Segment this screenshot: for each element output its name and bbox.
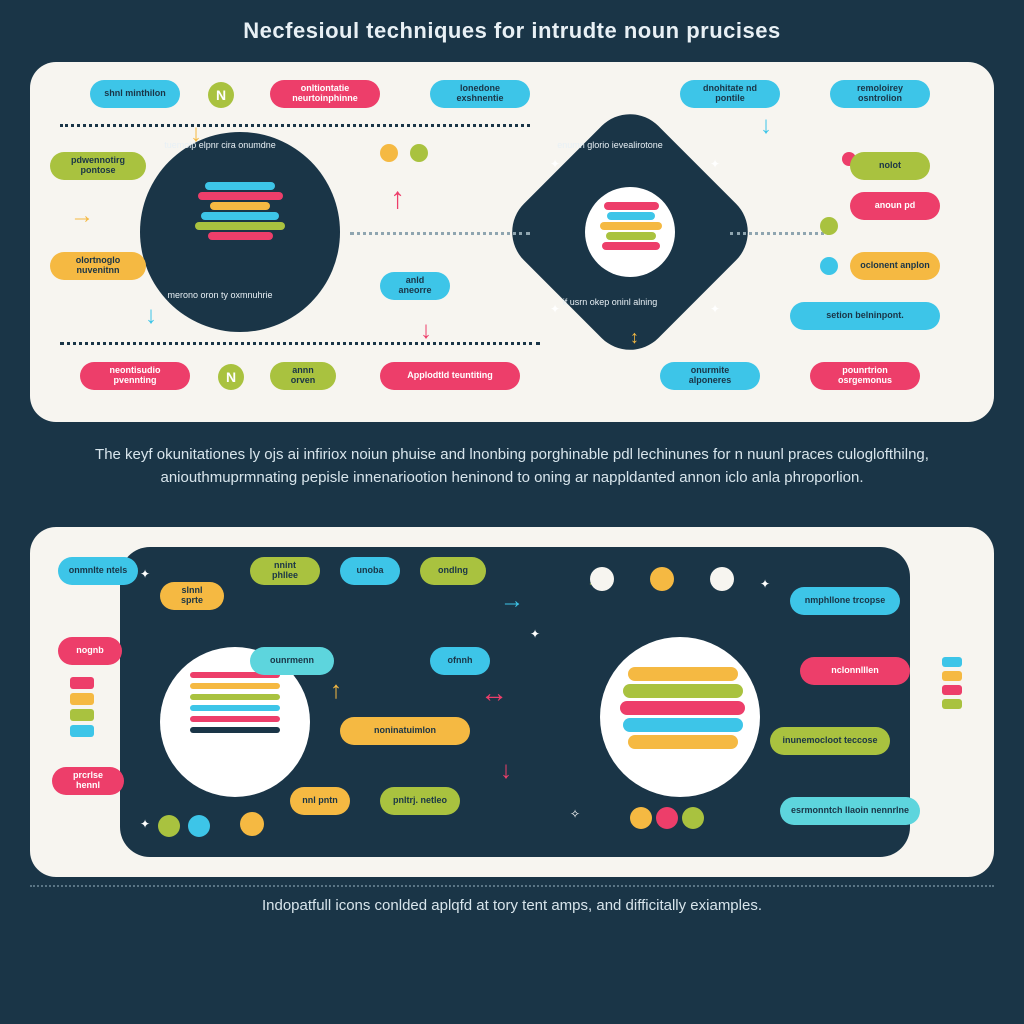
- p1-pill: remoloirey osntrolion: [830, 80, 930, 108]
- p1-pill: anoun pd: [850, 192, 940, 220]
- caption-text: The keyf okunitationes ly ojs ai infirio…: [0, 430, 1024, 503]
- dot-divider-4: [730, 232, 830, 235]
- sparkle-icon: ✦: [140, 567, 150, 581]
- p2-pill: pnltrj. netleo: [380, 787, 460, 815]
- dot-icon: [820, 257, 838, 275]
- p2-pill: nnl pntn: [290, 787, 350, 815]
- p2-pill: inunemocloot teccose: [770, 727, 890, 755]
- curve-label: merono oron ty oxmnuhrie: [150, 290, 290, 300]
- arrow-down-icon: ↓: [190, 120, 202, 148]
- arrow-down-icon: ↓: [500, 757, 512, 785]
- p1-pill: setion belninpont.: [790, 302, 940, 330]
- arrow-right-icon: →: [500, 587, 524, 615]
- badge-icon: [240, 812, 264, 836]
- bar-stack: [190, 672, 280, 733]
- p1-pill: anld aneorre: [380, 272, 450, 300]
- p2-pill: slnnl sprte: [160, 582, 224, 610]
- sparkle-icon: ✧: [570, 807, 580, 821]
- p2-pill: onmnlte ntels: [58, 557, 138, 585]
- book-stack-left: [195, 182, 285, 240]
- p2-pill: noninatuimlon: [340, 717, 470, 745]
- p1-pill: onurmite alponeres: [660, 362, 760, 390]
- badge-icon: [188, 815, 210, 837]
- p1-pill: onltiontatie neurtoinphinne: [270, 80, 380, 108]
- arrow-down-icon: ↓: [760, 112, 772, 140]
- p1-pill: shnl minthilon: [90, 80, 180, 108]
- p1-pill: neontisudio pvennting: [80, 362, 190, 390]
- dot-divider-2: [60, 124, 530, 127]
- p1-pill: pounrtrion osrgemonus: [810, 362, 920, 390]
- mini-circle-icon: [650, 567, 674, 591]
- p2-pill: ounrmenn: [250, 647, 334, 675]
- burger-stack: [620, 667, 745, 749]
- sparkle-icon: ✦: [550, 302, 560, 316]
- p2-pill: nnint phllee: [250, 557, 320, 585]
- p1-pill: olortnoglo nuvenitnn: [50, 252, 146, 280]
- p2-pill: prcrlse hennl: [52, 767, 124, 795]
- circle-cluster: [630, 807, 704, 829]
- n-badge: N: [218, 364, 244, 390]
- sparkle-icon: ✦: [710, 157, 720, 171]
- p1-pill: pdwennotirg pontose: [50, 152, 146, 180]
- p2-pill: nmphllone trcopse: [790, 587, 900, 615]
- p1-pill: Applodtld teuntiting: [380, 362, 520, 390]
- sparkle-icon: ✦: [140, 817, 150, 831]
- p1-pill: dnohitate nd pontile: [680, 80, 780, 108]
- p2-pill: unoba: [340, 557, 400, 585]
- mini-circle-icon: [590, 567, 614, 591]
- dot-icon: [380, 144, 398, 162]
- p1-pill: annn orven: [270, 362, 336, 390]
- sparkle-icon: ✦: [710, 302, 720, 316]
- dot-divider-1: [60, 342, 540, 345]
- arrow-down-icon: ↓: [420, 317, 432, 345]
- arrow-up-icon: ↑: [330, 677, 342, 705]
- mini-circle-icon: [710, 567, 734, 591]
- book-stack-right: [600, 202, 662, 250]
- curve-label: if usrn okep oninl alning: [540, 297, 680, 307]
- p1-pill: oclonent anplon: [850, 252, 940, 280]
- badge-icon: [158, 815, 180, 837]
- arrow-leftright-icon: ↔: [480, 677, 508, 709]
- arrow-up-icon: ↑: [390, 182, 405, 216]
- p2-pill: ondlng: [420, 557, 486, 585]
- color-meter: [70, 677, 94, 737]
- main-title: Necfesioul techniques for intrudte noun …: [0, 0, 1024, 54]
- sparkle-icon: ✦: [530, 627, 540, 641]
- dot-icon: [410, 144, 428, 162]
- arrow-right-icon: →: [70, 202, 94, 230]
- p2-pill: nognb: [58, 637, 122, 665]
- p2-pill: ofnnh: [430, 647, 490, 675]
- arrow-updown-icon: ↕: [630, 327, 639, 348]
- footnote-text: Indopatfull icons conlded aplqfd at tory…: [30, 885, 994, 924]
- n-badge: N: [208, 82, 234, 108]
- sparkle-icon: ✦: [550, 157, 560, 171]
- p1-pill: nolot: [850, 152, 930, 180]
- curve-label: enumn glorio ievealirotone: [540, 140, 680, 150]
- p2-pill: esrmonntch llaoin nennrlne: [780, 797, 920, 825]
- color-meter-right: [942, 657, 962, 709]
- curve-label: tuemolp elpnr cira onumdne: [150, 140, 290, 150]
- panel-top: tuemolp elpnr cira onumdne merono oron ty…: [30, 62, 994, 422]
- dot-divider-3: [350, 232, 530, 235]
- p2-pill: nclonnlllen: [800, 657, 910, 685]
- dot-icon: [820, 217, 838, 235]
- arrow-down-icon: ↓: [145, 302, 157, 330]
- p1-pill: lonedone exshnentie: [430, 80, 530, 108]
- sparkle-icon: ✦: [760, 577, 770, 591]
- panel-bottom: ↔ → ↑ ↓ → ✦ ✦ ✦ ✧ ✦ onmnlte ntelsslnnl s…: [30, 527, 994, 877]
